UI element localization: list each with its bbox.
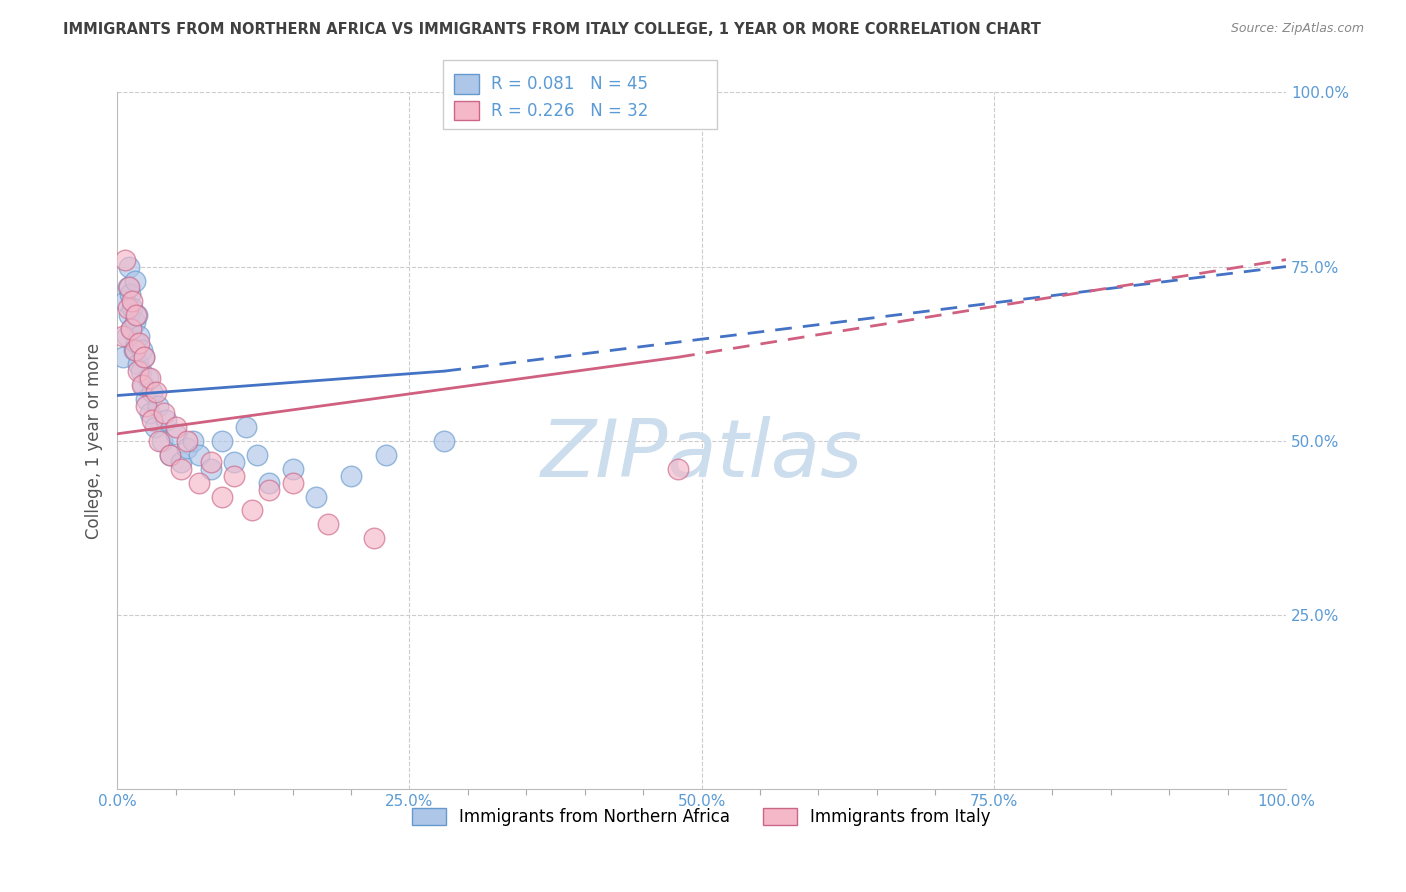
Point: [124, 273, 146, 287]
Point: [135, 392, 157, 406]
Legend: Immigrants from Northern Africa, Immigrants from Italy: Immigrants from Northern Africa, Immigra…: [406, 802, 997, 833]
Point: [176, 434, 198, 448]
Text: Source: ZipAtlas.com: Source: ZipAtlas.com: [1230, 22, 1364, 36]
Point: [128, 329, 150, 343]
Y-axis label: College, 1 year or more: College, 1 year or more: [86, 343, 103, 539]
Point: [176, 441, 198, 455]
Point: [222, 455, 245, 469]
Point: [159, 448, 181, 462]
Point: [340, 468, 363, 483]
Point: [143, 420, 166, 434]
Point: [200, 461, 222, 475]
Point: [127, 357, 149, 371]
Point: [165, 426, 187, 441]
Point: [121, 294, 143, 309]
Point: [141, 413, 163, 427]
Point: [257, 483, 280, 497]
Point: [146, 399, 169, 413]
Text: IMMIGRANTS FROM NORTHERN AFRICA VS IMMIGRANTS FROM ITALY COLLEGE, 1 YEAR OR MORE: IMMIGRANTS FROM NORTHERN AFRICA VS IMMIG…: [63, 22, 1042, 37]
Point: [257, 475, 280, 490]
Point: [118, 309, 141, 323]
Point: [155, 413, 177, 427]
Text: ZIPatlas: ZIPatlas: [540, 416, 863, 494]
Point: [363, 532, 385, 546]
Point: [132, 378, 155, 392]
Point: [136, 371, 159, 385]
Point: [375, 448, 398, 462]
Point: [129, 364, 152, 378]
Point: [115, 329, 138, 343]
Point: [170, 455, 193, 469]
Point: [148, 434, 170, 448]
Point: [114, 294, 136, 309]
Point: [153, 406, 176, 420]
Point: [112, 350, 135, 364]
Point: [125, 309, 148, 323]
Point: [211, 434, 233, 448]
Point: [112, 329, 135, 343]
Point: [240, 503, 263, 517]
Point: [235, 420, 257, 434]
Point: [181, 434, 204, 448]
Point: [165, 420, 187, 434]
Point: [150, 434, 173, 448]
Point: [120, 322, 142, 336]
Point: [139, 406, 162, 420]
Point: [128, 336, 150, 351]
Text: R = 0.081   N = 45: R = 0.081 N = 45: [491, 75, 648, 93]
Point: [131, 343, 153, 358]
Point: [124, 315, 146, 329]
Point: [170, 461, 193, 475]
Point: [211, 490, 233, 504]
Point: [114, 252, 136, 267]
Point: [125, 309, 148, 323]
Point: [121, 301, 143, 316]
Point: [281, 461, 304, 475]
Text: R = 0.226   N = 32: R = 0.226 N = 32: [491, 102, 648, 120]
Point: [316, 517, 339, 532]
Point: [124, 343, 146, 358]
Point: [666, 461, 689, 475]
Point: [139, 371, 162, 385]
Point: [125, 336, 148, 351]
Point: [132, 350, 155, 364]
Point: [305, 490, 328, 504]
Point: [159, 448, 181, 462]
Point: [117, 301, 139, 316]
Point: [433, 434, 456, 448]
Point: [246, 448, 269, 462]
Point: [145, 384, 167, 399]
Point: [118, 280, 141, 294]
Point: [120, 322, 142, 336]
Point: [132, 350, 155, 364]
Point: [222, 468, 245, 483]
Point: [281, 475, 304, 490]
Point: [122, 343, 145, 358]
Point: [200, 455, 222, 469]
Point: [117, 280, 139, 294]
Point: [131, 378, 153, 392]
Point: [141, 384, 163, 399]
Point: [188, 475, 211, 490]
Point: [118, 287, 141, 301]
Point: [118, 260, 141, 274]
Point: [188, 448, 211, 462]
Point: [135, 399, 157, 413]
Point: [127, 364, 149, 378]
